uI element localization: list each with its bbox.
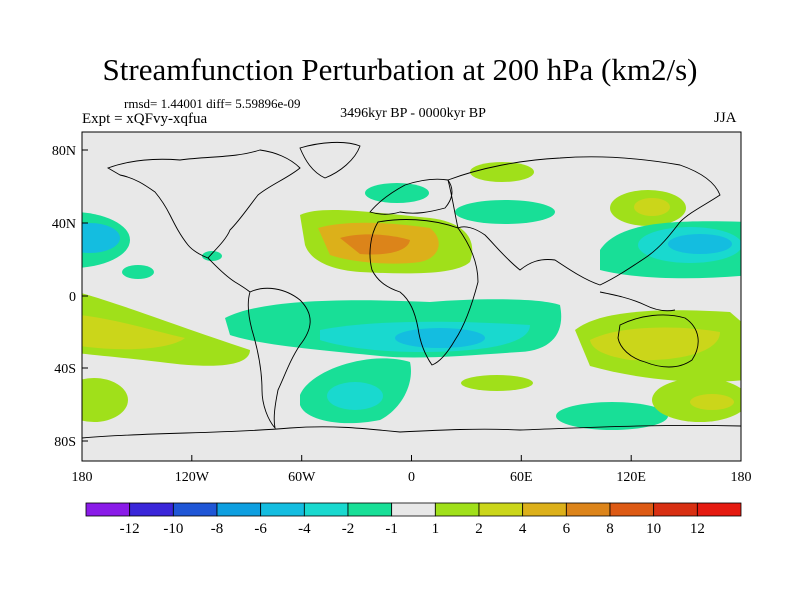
contour-east-asia-pos-core	[634, 198, 670, 216]
colorbar-label: 12	[690, 521, 705, 537]
coastline-south-america	[247, 287, 311, 430]
colorbar-swatch	[391, 502, 436, 517]
colorbar-label: -6	[254, 521, 267, 537]
colorbar-swatch	[434, 502, 480, 517]
colorbar-label: 8	[606, 521, 614, 537]
contour-southern-tropics-neg-core	[395, 328, 485, 348]
contour-siberia	[470, 162, 534, 182]
contour-southern-ocean-neg	[556, 402, 668, 430]
colorbar-label: 1	[432, 521, 440, 537]
colorbar-label: 4	[519, 521, 527, 537]
stats-text: rmsd= 1.44001 diff= 5.59896e-09	[124, 96, 301, 111]
contour-europe	[365, 183, 429, 203]
colorbar-swatch	[478, 502, 524, 517]
colorbar-swatch	[85, 502, 131, 517]
contour-fields	[82, 162, 741, 430]
colorbar-label: 10	[646, 521, 661, 537]
lon-tick-label: 180	[72, 470, 93, 485]
latitude-axis: 80N 40N 0 40S 80S	[52, 144, 88, 450]
colorbar-swatch	[347, 502, 393, 517]
experiment-label: Expt = xQFvy-xqfua	[82, 111, 208, 127]
colorbar-label: -2	[342, 521, 355, 537]
contour-west-pacific-north-core	[82, 223, 120, 253]
colorbar-label: 6	[563, 521, 571, 537]
colorbar-swatch	[129, 502, 174, 517]
lat-tick-label: 40S	[54, 362, 76, 377]
colorbar-label: 2	[475, 521, 483, 537]
colorbar-swatch	[522, 502, 567, 517]
coastline-central-america	[207, 257, 251, 293]
lat-tick-label: 80N	[52, 144, 76, 159]
contour-australia-pos-core	[590, 327, 720, 361]
lat-tick-label: 40N	[52, 217, 76, 232]
coastline-indonesia	[599, 291, 676, 312]
contour-central-asia	[455, 200, 555, 224]
colorbar-swatch	[653, 502, 698, 517]
colorbar-label: -8	[211, 521, 224, 537]
colorbar-label: -4	[298, 521, 311, 537]
season-label: JJA	[714, 110, 737, 126]
colorbar-swatch	[260, 502, 305, 517]
coastline-asia	[447, 156, 721, 286]
colorbar-label: -10	[163, 521, 183, 537]
lon-tick-label: 120E	[616, 470, 646, 485]
contour-south-indian	[461, 375, 533, 391]
colorbar-swatch	[696, 502, 742, 517]
contour-south-pacific-band-core	[82, 315, 185, 350]
contour-north-pacific-neg-core	[668, 234, 732, 254]
coastline-australia	[617, 314, 699, 368]
longitude-axis: 180 120W 60W 0 60E 120E 180	[72, 455, 752, 485]
colorbar-swatch	[216, 502, 262, 517]
colorbar-swatch	[565, 502, 611, 517]
colorbar-swatch	[172, 502, 218, 517]
lon-tick-label: 60E	[510, 470, 533, 485]
contour-south-pacific-high-lat	[82, 378, 128, 422]
colorbar-swatch	[609, 502, 655, 517]
contour-eastern-pacific	[122, 265, 154, 279]
period-label: 3496kyr BP - 0000kyr BP	[340, 106, 486, 121]
lon-tick-label: 180	[731, 470, 752, 485]
colorbar-label: -12	[120, 521, 140, 537]
contour-north-africa-core	[340, 234, 410, 255]
plot-title: Streamfunction Perturbation at 200 hPa (…	[102, 52, 698, 87]
contour-central-america	[202, 251, 222, 261]
lon-tick-label: 120W	[175, 470, 210, 485]
coastline-africa	[369, 219, 479, 366]
lon-tick-label: 60W	[288, 470, 316, 485]
contour-south-pacific-east-core	[690, 394, 734, 410]
coastline-greenland	[299, 141, 361, 179]
contour-south-atlantic-core	[327, 382, 383, 410]
colorbar: -12 -10 -8 -6 -4 -2 -1 1 2 4 6 8 10 12	[85, 502, 742, 537]
colorbar-swatch	[303, 502, 349, 517]
coastlines	[82, 141, 741, 439]
coastline-north-america	[106, 149, 301, 259]
lat-tick-label: 80S	[54, 435, 76, 450]
lon-tick-label: 0	[408, 470, 415, 485]
colorbar-label: -1	[385, 521, 398, 537]
lat-tick-label: 0	[69, 290, 76, 305]
coastline-antarctica	[82, 425, 741, 439]
